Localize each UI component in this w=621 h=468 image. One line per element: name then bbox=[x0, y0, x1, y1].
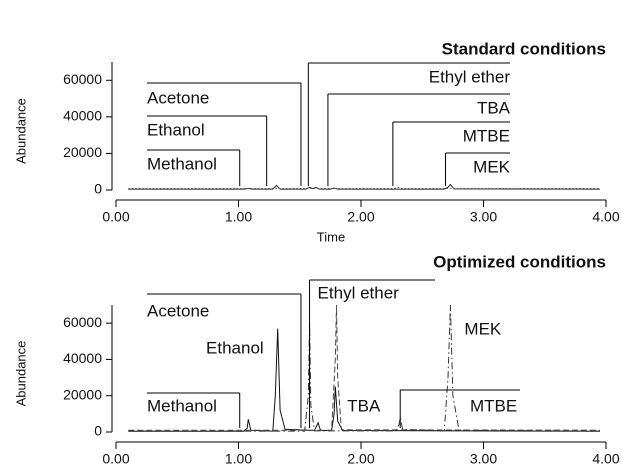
trace bbox=[128, 328, 600, 432]
y-tick-label: 60000 bbox=[63, 71, 102, 87]
x-tick-label: 3.00 bbox=[470, 451, 497, 467]
trace bbox=[128, 304, 600, 431]
y-tick-label: 0 bbox=[94, 423, 102, 439]
peak-label: TBA bbox=[347, 396, 381, 415]
x-tick-label: 3.00 bbox=[470, 209, 497, 225]
x-tick-label: 1.00 bbox=[225, 451, 252, 467]
y-tick-label: 20000 bbox=[63, 144, 102, 160]
chart-title: Standard conditions bbox=[442, 39, 606, 58]
peak-label: MEK bbox=[464, 319, 502, 338]
peak-label: Acetone bbox=[147, 301, 209, 320]
peak-label: MEK bbox=[473, 157, 511, 176]
peak-label: MTBE bbox=[470, 396, 517, 415]
peak-label: Ethanol bbox=[147, 120, 205, 139]
x-tick-label: 0.00 bbox=[102, 451, 129, 467]
x-tick-label: 4.00 bbox=[592, 451, 619, 467]
peak-label: TBA bbox=[477, 98, 511, 117]
peak-label: Ethyl ether bbox=[318, 283, 400, 302]
x-tick-label: 2.00 bbox=[347, 451, 374, 467]
x-axis-label: Time bbox=[317, 229, 345, 244]
y-axis-label: Abundance bbox=[13, 341, 28, 407]
y-tick-label: 40000 bbox=[63, 350, 102, 366]
trace bbox=[128, 304, 600, 432]
y-tick-label: 60000 bbox=[63, 314, 102, 330]
peak-label: MTBE bbox=[463, 126, 510, 145]
y-axis-label: Abundance bbox=[13, 98, 28, 164]
x-tick-label: 2.00 bbox=[347, 209, 374, 225]
y-tick-label: 40000 bbox=[63, 108, 102, 124]
peak-label: Acetone bbox=[147, 88, 209, 107]
y-tick-label: 20000 bbox=[63, 386, 102, 402]
peak-label: Ethanol bbox=[206, 338, 264, 357]
x-tick-label: 1.00 bbox=[225, 209, 252, 225]
x-tick-label: 0.00 bbox=[102, 209, 129, 225]
chart-title: Optimized conditions bbox=[433, 252, 606, 271]
peak-label: Methanol bbox=[147, 154, 217, 173]
x-tick-label: 4.00 bbox=[592, 209, 619, 225]
trace bbox=[128, 186, 600, 189]
peak-label: Methanol bbox=[147, 396, 217, 415]
y-tick-label: 0 bbox=[94, 181, 102, 197]
peak-label: Ethyl ether bbox=[429, 67, 511, 86]
